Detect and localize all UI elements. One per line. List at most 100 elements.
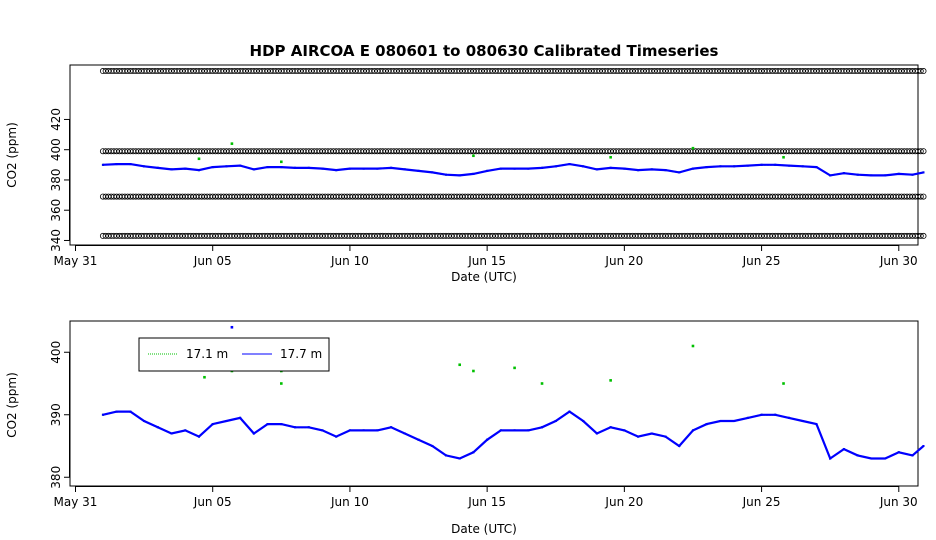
- y-tick-label-2: 380: [49, 169, 63, 192]
- data-point: [788, 416, 791, 419]
- series-17-7-m: [101, 162, 925, 177]
- data-point: [294, 426, 297, 429]
- x-tick-label-6: Jun 30: [879, 495, 918, 509]
- data-point: [595, 168, 598, 171]
- calibration-point: [920, 232, 927, 239]
- outlier-point: [609, 155, 612, 159]
- data-point: [499, 429, 502, 432]
- x-tick-label-1: Jun 05: [193, 254, 232, 268]
- data-point: [541, 166, 544, 169]
- data-point: [922, 171, 925, 174]
- calibration-point: [920, 148, 927, 155]
- data-point: [842, 448, 845, 451]
- data-point: [705, 166, 708, 169]
- outlier-point: [230, 325, 234, 329]
- data-point: [842, 172, 845, 175]
- x-tick-label-4: Jun 20: [604, 254, 643, 268]
- calibration-point: [917, 193, 924, 200]
- data-point: [911, 454, 914, 457]
- data-point: [417, 169, 420, 172]
- data-point: [225, 165, 228, 168]
- data-point: [856, 173, 859, 176]
- data-point: [362, 429, 365, 432]
- x-tick-label-4: Jun 20: [604, 495, 643, 509]
- calibration-point: [920, 193, 927, 200]
- data-point: [595, 432, 598, 435]
- outlier-point: [782, 382, 785, 385]
- data-point: [815, 423, 818, 426]
- y-tick-label-1: 390: [49, 403, 63, 426]
- data-point: [211, 423, 214, 426]
- data-point: [499, 167, 502, 170]
- x-tick-label-0: May 31: [54, 495, 98, 509]
- data-point: [801, 165, 804, 168]
- data-point: [472, 172, 475, 175]
- calibration-row-3: [99, 232, 927, 239]
- data-point: [390, 166, 393, 169]
- data-point: [623, 429, 626, 432]
- panel-1-series: [101, 142, 925, 177]
- calibration-row-1: [99, 148, 927, 155]
- data-point: [376, 429, 379, 432]
- outlier-point: [280, 160, 283, 164]
- data-point: [184, 429, 187, 432]
- data-point: [664, 435, 667, 438]
- data-point: [444, 173, 447, 176]
- data-point: [444, 454, 447, 457]
- data-point: [129, 163, 132, 166]
- data-point: [403, 432, 406, 435]
- calibration-point: [917, 148, 924, 155]
- x-tick-label-2: Jun 10: [330, 254, 369, 268]
- series-17-7-m: [101, 410, 925, 461]
- data-point: [101, 413, 104, 416]
- y-tick-label-4: 420: [49, 108, 63, 131]
- data-point: [280, 423, 283, 426]
- data-point: [760, 413, 763, 416]
- data-point: [294, 166, 297, 169]
- y-tick-label-0: 380: [49, 466, 63, 489]
- data-point: [266, 166, 269, 169]
- calibration-point: [920, 68, 927, 75]
- data-point: [362, 167, 365, 170]
- outlier-point: [230, 142, 234, 145]
- data-point: [156, 426, 159, 429]
- x-tick-label-1: Jun 05: [193, 495, 232, 509]
- x-tick-label-0: May 31: [54, 254, 98, 268]
- data-point: [431, 445, 434, 447]
- data-point: [156, 166, 159, 169]
- panel-2-x-axis-label: Date (UTC): [451, 522, 517, 536]
- data-point: [691, 429, 694, 432]
- data-point: [335, 435, 338, 438]
- data-point: [458, 174, 461, 177]
- data-point: [403, 168, 406, 171]
- data-point: [719, 165, 722, 168]
- panel-1-calibration-points: [99, 68, 927, 239]
- series-line: [102, 410, 925, 460]
- x-tick-label-5: Jun 25: [742, 495, 781, 509]
- data-point: [197, 435, 200, 438]
- x-tick-label-5: Jun 25: [742, 254, 781, 268]
- data-point: [733, 420, 736, 422]
- data-point: [266, 423, 269, 426]
- legend: 17.1 m 17.7 m: [138, 337, 330, 372]
- data-point: [884, 174, 887, 177]
- data-point: [348, 167, 351, 170]
- data-point: [678, 171, 681, 174]
- data-point: [884, 457, 887, 460]
- data-point: [225, 420, 228, 422]
- data-point: [760, 163, 763, 166]
- data-point: [376, 167, 379, 170]
- outlier-point: [540, 382, 544, 385]
- data-point: [170, 168, 173, 171]
- data-point: [527, 429, 530, 432]
- data-point: [417, 438, 420, 441]
- data-point: [390, 426, 393, 429]
- data-point: [788, 164, 791, 167]
- outlier-point: [197, 157, 201, 161]
- data-point: [252, 168, 255, 171]
- data-point: [554, 165, 557, 168]
- panel-1-y-axis: 340 360 380 400 420: [49, 108, 70, 252]
- data-point: [554, 420, 557, 422]
- data-point: [431, 171, 434, 174]
